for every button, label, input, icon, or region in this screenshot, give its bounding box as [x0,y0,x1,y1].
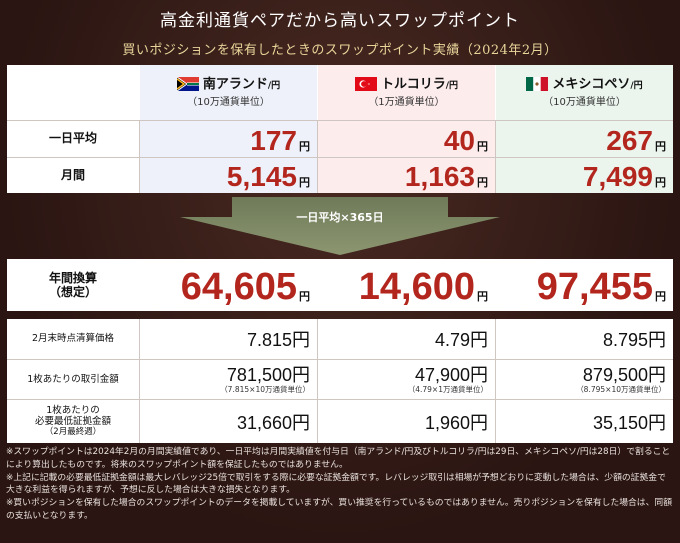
margin-zar: 31,660円 [236,412,310,433]
trade-zar: 781,500円 （7.815×10万通貨単位） [220,365,310,394]
currency-name: メキシコペソ [552,77,631,92]
details-panel: 2月末時点清算価格 7.815円 4.79円 8.795円 1枚あたりの取引金額… [7,319,673,443]
margin-mxn: 35,150円 [592,412,666,433]
currency-name: 南アランド [202,77,268,92]
settlement-price-label: 2月末時点清算価格 [31,333,115,345]
annual-value-try: 14,600 円 [358,266,488,308]
mexico-flag-icon [526,76,549,91]
south-africa-flag-icon [176,76,199,91]
daily-value-mxn: 267 円 [606,125,666,156]
footnote: ※上記に記載の必要最低証拠金額は最大レバレッジ25倍で取引をする際に必要な証拠金… [6,472,666,496]
header-south-africa: 南アランド/円 （10万通貨単位） [140,73,317,108]
monthly-value-zar: 5,145 円 [226,161,310,192]
currency-name: トルコリラ [380,77,446,92]
page-title: 高金利通貨ペアだから高いスワップポイント [160,11,520,31]
trade-mxn: 879,500円 （8.795×10万通貨単位） [576,365,666,394]
daily-value-zar: 177 円 [250,125,310,156]
annual-value-zar: 64,605 円 [180,266,310,308]
turkey-flag-icon [354,76,377,91]
annual-value-mxn: 97,455 円 [536,266,666,308]
monthly-value-mxn: 7,499 円 [582,161,666,192]
daily-average-label: 一日平均 [48,131,97,146]
trade-amount-label: 1枚あたりの取引金額 [27,373,119,385]
page-subtitle: 買いポジションを保有したときのスワップポイント実績（2024年2月） [122,43,558,58]
trade-try: 47,900円 （4.79×1万通貨単位） [407,365,488,394]
footnote: ※買いポジションを保有した場合のスワップポイントのデータを掲載していますが、買い… [6,498,672,521]
price-zar: 7.815円 [246,330,310,350]
annual-panel: 年間換算 （想定） 64,605 円 14,600 円 97,455 円 [7,259,673,311]
monthly-label: 月間 [60,168,85,183]
arrow-label: 一日平均×365日 [296,211,384,224]
header-mexico: メキシコペソ/円 （10万通貨単位） [496,73,673,108]
monthly-value-try: 1,163 円 [404,161,488,192]
footnote: ※スワップポイントは2024年2月の月間実績値であり、一日平均は月間実績値を付与… [6,447,671,470]
annual-label: 年間換算 （想定） [48,270,97,299]
lot-unit: （10万通貨単位） [187,97,270,108]
footnotes: ※スワップポイントは2024年2月の月間実績値であり、一日平均は月間実績値を付与… [6,446,674,523]
swap-table-top: 南アランド/円 （10万通貨単位） トルコリラ/円 （1万通貨単位） メキシコペ… [7,65,673,193]
down-arrow-icon [180,197,500,255]
lot-unit: （1万通貨単位） [368,97,445,108]
daily-value-try: 40 円 [443,125,488,156]
lot-unit: （10万通貨単位） [543,97,626,108]
required-margin-label: 1枚あたりの 必要最低証拠金額 （2月最終週） [34,404,111,437]
header-turkey: トルコリラ/円 （1万通貨単位） [318,73,495,108]
price-try: 4.79円 [434,330,488,350]
price-mxn: 8.795円 [602,330,666,350]
margin-try: 1,960円 [424,412,488,433]
